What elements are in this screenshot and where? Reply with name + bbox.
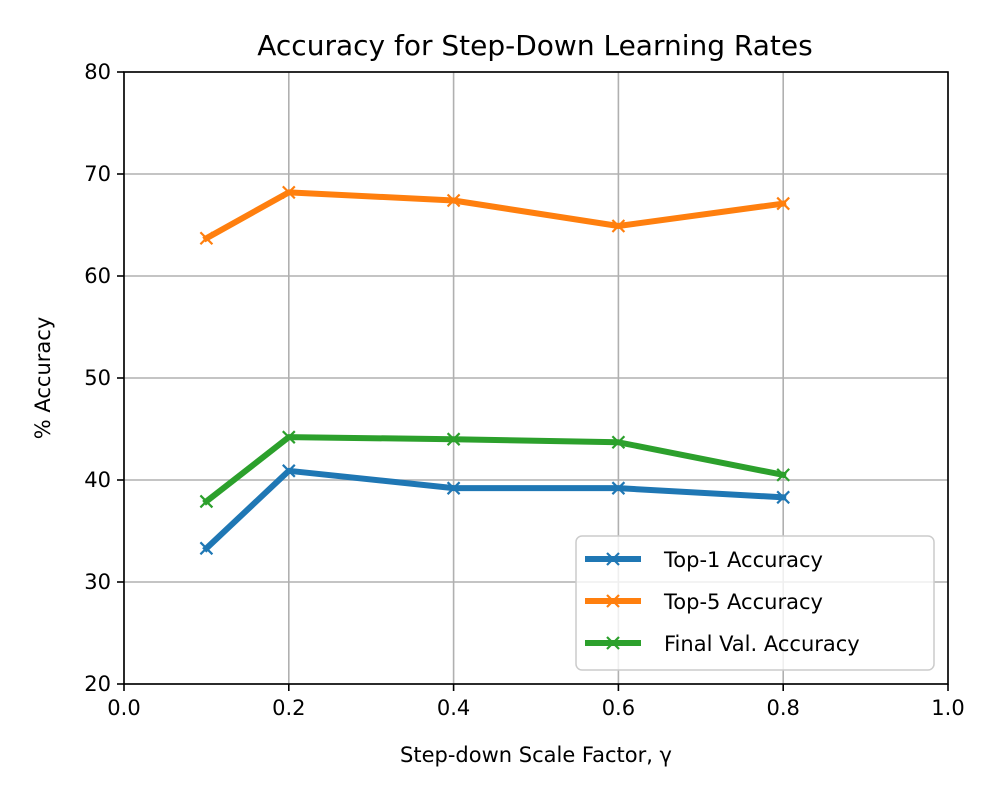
data-point	[282, 185, 296, 200]
series-2	[199, 185, 790, 246]
y-tick-label: 20	[84, 672, 111, 696]
data-point	[611, 435, 626, 450]
x-axis-label: Step-down Scale Factor, γ	[400, 743, 672, 767]
legend-box	[575, 535, 935, 671]
legend-label: Final Val. Accuracy	[664, 632, 860, 656]
data-point	[446, 481, 461, 495]
y-tick-label: 70	[84, 162, 111, 186]
legend-marker	[606, 552, 620, 566]
legend-marker	[606, 636, 620, 650]
data-point	[199, 541, 214, 556]
series-3	[199, 430, 790, 509]
y-tick-label: 50	[84, 366, 111, 390]
y-tick-label: 60	[84, 264, 111, 288]
series-layer	[199, 185, 790, 556]
series-1	[199, 464, 790, 556]
data-point	[199, 494, 214, 509]
data-point	[611, 219, 626, 233]
x-tick-label: 0.6	[602, 696, 635, 720]
data-point	[776, 490, 790, 505]
legend-label: Top-1 Accuracy	[663, 548, 823, 572]
data-point	[282, 464, 296, 478]
data-point	[611, 481, 626, 495]
legend-label: Top-5 Accuracy	[663, 590, 823, 614]
legend: Top-1 Accuracy Top-5 Accuracy Final Val. A…	[575, 535, 935, 671]
data-point	[199, 231, 214, 246]
y-tick-label: 80	[84, 60, 111, 84]
x-tick-label: 0.4	[437, 696, 470, 720]
x-tick-label: 1.0	[931, 696, 964, 720]
data-point	[282, 430, 296, 444]
x-tick-label: 0.0	[107, 696, 140, 720]
x-axis-ticks: 0.0 0.2 0.4 0.6 0.8 1.0	[107, 684, 965, 720]
x-tick-label: 0.2	[272, 696, 305, 720]
data-point	[776, 196, 790, 211]
data-point	[446, 193, 461, 208]
chart-title: Accuracy for Step-Down Learning Rates	[257, 29, 812, 62]
x-tick-label: 0.8	[766, 696, 799, 720]
series-line	[202, 189, 787, 243]
data-point	[776, 468, 790, 482]
data-point	[446, 432, 461, 446]
y-tick-label: 30	[84, 570, 111, 594]
y-axis-ticks: 20 30 40 50 60 70 80	[84, 60, 124, 696]
legend-marker	[606, 594, 620, 608]
y-tick-label: 40	[84, 468, 111, 492]
y-axis-label: % Accuracy	[31, 317, 55, 440]
